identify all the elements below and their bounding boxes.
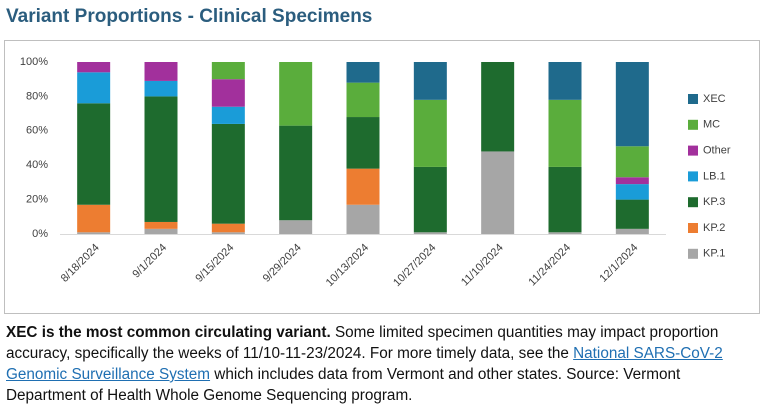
bar-segment bbox=[346, 117, 380, 169]
x-tick-label: 11/24/2024 bbox=[526, 242, 573, 289]
legend-label: MC bbox=[703, 119, 720, 131]
bar-segment bbox=[144, 80, 178, 97]
bar-segment bbox=[413, 99, 447, 167]
y-tick-label: 40% bbox=[26, 159, 48, 171]
legend-swatch bbox=[688, 248, 698, 259]
bar-segment bbox=[77, 103, 111, 205]
bar-segment bbox=[413, 232, 447, 234]
note-text: which includes data from Vermont and oth… bbox=[6, 366, 681, 404]
bar-segment bbox=[615, 177, 649, 185]
bar-segment bbox=[144, 221, 178, 229]
chart-title: Variant Proportions - Clinical Specimens bbox=[6, 6, 373, 27]
x-tick-label: 9/29/2024 bbox=[261, 242, 304, 285]
x-tick-label: 12/1/2024 bbox=[597, 242, 640, 285]
bar-segment bbox=[548, 232, 582, 234]
y-tick-label: 100% bbox=[20, 56, 48, 68]
bar-segment bbox=[77, 72, 111, 104]
note: XEC is the most common circulating varia… bbox=[6, 322, 764, 406]
bar-segment bbox=[548, 166, 582, 233]
y-tick-label: 0% bbox=[32, 228, 48, 240]
bar-segment bbox=[615, 199, 649, 229]
y-tick-label: 60% bbox=[26, 125, 48, 137]
x-tick-label: 10/13/2024 bbox=[324, 242, 371, 289]
note-text: Some limited specimen quantities may imp… bbox=[6, 324, 719, 362]
bar-segment bbox=[413, 62, 447, 100]
x-tick-label: 9/1/2024 bbox=[130, 242, 169, 281]
legend-label: Other bbox=[703, 145, 731, 157]
bar-segment bbox=[481, 62, 515, 152]
x-tick-label: 8/18/2024 bbox=[59, 242, 102, 285]
bar-segment bbox=[77, 62, 111, 73]
bar-segment bbox=[144, 62, 178, 81]
chart-frame bbox=[4, 40, 760, 314]
legend-label: KP.3 bbox=[703, 196, 725, 208]
x-tick-label: 10/27/2024 bbox=[391, 242, 438, 289]
link[interactable]: National SARS-CoV-2 Genomic Surveillance… bbox=[6, 345, 723, 383]
bar-segment bbox=[211, 232, 245, 234]
bar-segment bbox=[279, 62, 313, 126]
legend-swatch bbox=[688, 171, 698, 182]
bar-segment bbox=[77, 204, 111, 233]
bar-segment bbox=[279, 220, 313, 234]
y-tick-label: 80% bbox=[26, 90, 48, 102]
bar-segment bbox=[144, 96, 178, 222]
chart: 0% 20% 40% 60% 80% 100% 8/18/2024 9/1/2024 9/15/… bbox=[20, 56, 731, 289]
bar-segment bbox=[346, 168, 380, 205]
bar-segment bbox=[211, 123, 245, 224]
legend-swatch bbox=[688, 94, 698, 104]
bar-segment bbox=[346, 82, 380, 118]
bar-segment bbox=[346, 62, 380, 83]
bar-segment bbox=[548, 99, 582, 167]
bar-segment bbox=[481, 151, 515, 234]
legend-label: XEC bbox=[703, 93, 726, 105]
bar-segment bbox=[77, 232, 111, 234]
bar-segment bbox=[211, 106, 245, 124]
bar-segment bbox=[211, 62, 245, 80]
bar-segment bbox=[413, 166, 447, 233]
bar-segment bbox=[615, 146, 649, 178]
bar-segment bbox=[346, 204, 380, 234]
note-bold: XEC is the most common circulating varia… bbox=[6, 324, 331, 341]
bar-segment bbox=[615, 62, 649, 147]
legend-swatch bbox=[688, 223, 698, 233]
legend-label: KP.2 bbox=[703, 222, 725, 234]
bar-segment bbox=[279, 125, 313, 221]
bar-segment bbox=[615, 184, 649, 200]
bar-segment bbox=[144, 228, 178, 234]
bar-segment bbox=[548, 62, 582, 100]
legend-label: KP.1 bbox=[703, 248, 725, 260]
bar-segment bbox=[615, 228, 649, 234]
bar-segment bbox=[211, 79, 245, 107]
x-tick-label: 11/10/2024 bbox=[459, 242, 506, 289]
legend-swatch bbox=[688, 197, 698, 208]
y-tick-label: 20% bbox=[26, 194, 48, 206]
legend-label: LB.1 bbox=[703, 170, 726, 182]
legend-swatch bbox=[688, 145, 698, 156]
bar-segment bbox=[211, 223, 245, 233]
legend-swatch bbox=[688, 119, 698, 130]
x-tick-label: 9/15/2024 bbox=[193, 242, 236, 285]
